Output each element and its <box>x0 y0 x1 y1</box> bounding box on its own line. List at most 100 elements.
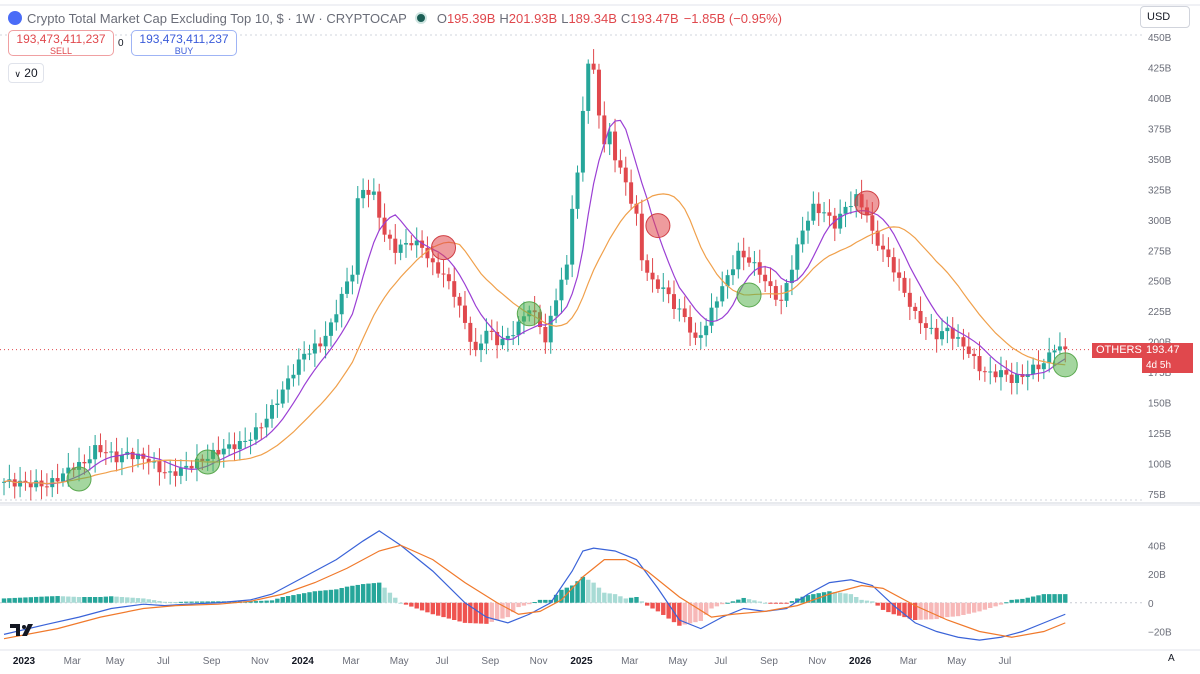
up-candle <box>800 230 805 245</box>
macd-histogram-bar <box>950 602 955 617</box>
down-candle <box>55 478 60 482</box>
price-tick-label: 425B <box>1148 63 1172 74</box>
macd-histogram-bar <box>586 579 591 603</box>
macd-histogram-bar <box>977 602 982 612</box>
up-candle <box>564 264 569 280</box>
down-candle <box>672 294 676 310</box>
macd-histogram-bar <box>446 602 452 619</box>
fast-ma-line <box>3 119 1066 485</box>
macd-histogram-bar <box>232 601 237 603</box>
down-candle <box>977 356 982 372</box>
up-candle <box>361 189 366 199</box>
macd-histogram-bar <box>371 583 377 603</box>
macd-histogram-bar <box>591 582 596 603</box>
up-candle <box>945 327 950 332</box>
down-candle <box>366 189 371 195</box>
macd-histogram-bar <box>39 596 44 603</box>
auto-scale-button[interactable]: A <box>1168 653 1175 664</box>
macd-histogram-bar <box>752 600 757 603</box>
macd-histogram-bar <box>875 602 880 606</box>
macd-histogram-bar <box>527 602 532 605</box>
change-value: −1.85B (−0.95%) <box>683 10 782 26</box>
down-candle <box>827 212 832 216</box>
macd-histogram-bar <box>430 602 435 615</box>
slow-ma-line <box>3 193 1066 485</box>
macd-histogram-bar <box>17 597 23 603</box>
down-candle <box>457 296 462 306</box>
currency-selector[interactable]: USD <box>1140 6 1190 28</box>
down-candle <box>1036 364 1041 370</box>
price-tick-label: 350B <box>1148 155 1172 166</box>
macd-histogram-bar <box>837 592 843 603</box>
buy-button[interactable]: 193,473,411,237 BUY <box>131 30 237 56</box>
time-tick-label: Jul <box>714 656 727 667</box>
sell-signal-marker <box>431 235 457 261</box>
macd-histogram-bar <box>623 598 628 603</box>
macd-histogram-bar <box>23 597 28 603</box>
macd-histogram-bar <box>1 598 7 603</box>
macd-histogram-bar <box>264 600 269 603</box>
up-candle <box>516 321 521 336</box>
macd-histogram-bar <box>125 597 130 603</box>
macd-histogram-bar <box>725 602 730 604</box>
macd-histogram-bar <box>848 594 854 603</box>
macd-histogram-bar <box>645 602 650 606</box>
macd-histogram-bar <box>55 596 60 603</box>
up-candle <box>60 473 65 482</box>
up-candle <box>323 335 328 347</box>
up-candle <box>714 301 719 308</box>
macd-histogram-bar <box>259 600 264 603</box>
macd-histogram-bar <box>929 602 934 620</box>
symbol-price-tag: OTHERS <box>1092 343 1146 358</box>
macd-histogram-bar <box>559 589 564 603</box>
down-candle <box>82 461 87 464</box>
price-tick-label: 75B <box>1148 490 1166 501</box>
macd-histogram-bar <box>414 602 419 609</box>
up-candle <box>580 110 585 173</box>
time-tick-label: 2025 <box>570 656 593 667</box>
up-candle <box>312 343 317 354</box>
macd-histogram-bar <box>666 602 671 619</box>
up-candle <box>559 279 564 301</box>
down-candle <box>982 371 987 373</box>
macd-histogram-bar <box>162 601 167 603</box>
macd-histogram-bar <box>435 602 441 616</box>
indicator-toggle[interactable]: ∨ 20 <box>8 63 44 83</box>
cryptocap-logo-icon <box>8 11 22 25</box>
price-tick-label: 325B <box>1148 185 1172 196</box>
macd-histogram-bar <box>832 591 837 603</box>
macd-histogram-bar <box>569 585 575 603</box>
macd-histogram-bar <box>328 589 334 603</box>
macd-histogram-bar <box>167 601 173 603</box>
down-candle <box>1020 374 1025 378</box>
macd-histogram-bar <box>1047 594 1052 603</box>
up-candle <box>87 459 92 464</box>
down-candle <box>382 217 387 235</box>
macd-histogram-bar <box>71 596 76 603</box>
down-candle <box>146 458 151 463</box>
macd-histogram-bar <box>639 601 645 603</box>
symbol-title[interactable]: Crypto Total Market Cap Excluding Top 10… <box>27 10 407 26</box>
sell-button[interactable]: 193,473,411,237 SELL <box>8 30 114 56</box>
down-candle <box>425 247 430 259</box>
macd-histogram-bar <box>655 602 661 612</box>
down-candle <box>618 160 623 168</box>
macd-histogram-bar <box>854 597 859 603</box>
down-candle <box>114 451 119 463</box>
macd-histogram-bar <box>880 602 886 610</box>
time-tick-label: May <box>106 656 125 667</box>
down-candle <box>972 353 977 357</box>
macd-histogram-bar <box>66 596 71 603</box>
up-candle <box>795 244 800 270</box>
up-candle <box>286 378 291 390</box>
up-candle <box>998 370 1003 378</box>
macd-histogram-bar <box>114 596 119 603</box>
up-candle <box>698 335 703 338</box>
macd-histogram-bar <box>130 597 135 603</box>
tradingview-logo-icon[interactable] <box>10 622 38 638</box>
macd-histogram-bar <box>205 601 210 603</box>
up-candle <box>237 441 242 450</box>
macd-histogram-bar <box>784 602 789 604</box>
up-candle <box>136 453 140 460</box>
